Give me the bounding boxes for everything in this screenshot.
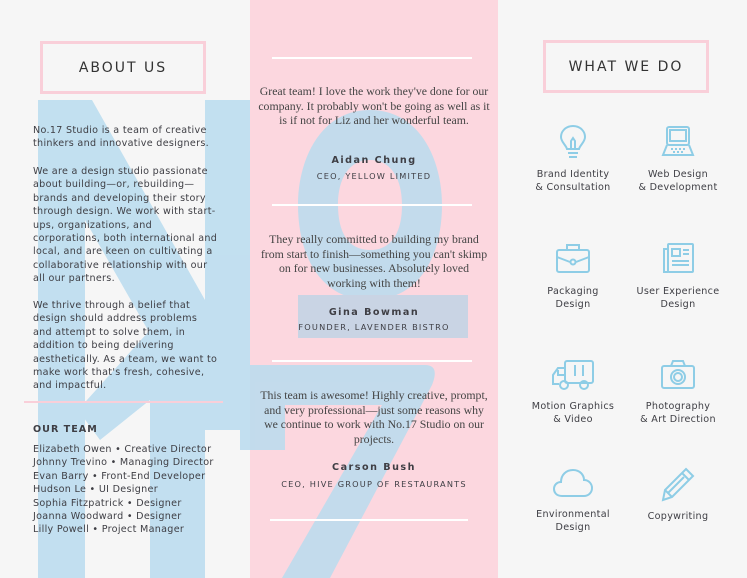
service-label: Design [555, 299, 591, 310]
service-label: & Consultation [535, 182, 611, 193]
service-label: Copywriting [647, 511, 709, 522]
testimonial-role: CEO, YELLOW LIMITED [316, 171, 432, 181]
digit-1-shape [78, 330, 205, 578]
about-paragraph-1: No.17 Studio is a team of creative think… [33, 125, 210, 150]
team-member: Hudson Le • UI Designer [33, 484, 158, 496]
pencil-icon [661, 467, 695, 502]
testimonial-role: CEO, HIVE GROUP OF RESTAURANTS [281, 479, 467, 489]
camera-icon [661, 360, 695, 389]
testimonial-name: Gina Bowman [328, 307, 420, 318]
service-label: Environmental [536, 509, 610, 520]
truck-icon [552, 360, 594, 390]
newspaper-icon [663, 243, 694, 273]
letter-n-shape [38, 100, 250, 578]
our-team-heading: OUR TEAM [33, 424, 98, 435]
about-paragraph-2: We are a design studio passionate about … [33, 166, 218, 285]
service-label: Web Design [647, 169, 709, 180]
testimonial-quote: Great team! I love the work they've done… [258, 84, 490, 127]
testimonial-quote: They really committed to building my bra… [260, 232, 488, 290]
divider [272, 360, 472, 362]
briefcase-icon [556, 244, 590, 273]
service-label: Motion Graphics [531, 401, 615, 412]
about-paragraph-3: We thrive through a belief that design s… [33, 300, 218, 392]
service-label: & Development [638, 182, 718, 193]
team-member: Joanna Woodward • Designer [33, 511, 182, 523]
digit-7-shape [238, 365, 435, 578]
service-copywriting: Copywriting [623, 466, 733, 523]
service-packaging: Packaging Design [518, 241, 628, 311]
testimonial-quote: This team is awesome! Highly creative, p… [260, 388, 488, 446]
team-member: Johnny Trevino • Managing Director [33, 457, 214, 469]
what-we-do-heading: WHAT WE DO [543, 40, 709, 93]
letter-o-shape [298, 110, 442, 300]
divider [270, 519, 468, 521]
service-brand-identity: Brand Identity & Consultation [518, 124, 628, 194]
service-label: User Experience [636, 286, 720, 297]
service-environmental: Environmental Design [518, 466, 628, 534]
laptop-icon [661, 126, 695, 156]
service-label: & Art Direction [640, 414, 716, 425]
service-photography: Photography & Art Direction [623, 358, 733, 426]
service-label: Brand Identity [536, 169, 610, 180]
divider [272, 57, 472, 59]
team-list: Elizabeth Owen • Creative Director Johnn… [33, 443, 233, 537]
team-member: Evan Barry • Front-End Developer [33, 470, 206, 482]
divider [24, 401, 223, 403]
team-member: Lilly Powell • Project Manager [33, 524, 185, 536]
team-member: Elizabeth Owen • Creative Director [33, 444, 212, 455]
service-label: Design [555, 522, 591, 533]
service-user-experience: User Experience Design [623, 241, 733, 311]
testimonial-name: Carson Bush [332, 462, 416, 473]
service-motion-graphics: Motion Graphics & Video [518, 358, 628, 426]
service-label: Packaging [547, 286, 599, 297]
divider [272, 204, 472, 206]
service-web-design: Web Design & Development [623, 124, 733, 194]
service-label: Photography [645, 401, 711, 412]
about-us-heading: ABOUT US [40, 41, 206, 94]
testimonial-role: FOUNDER, LAVENDER BISTRO [298, 322, 450, 332]
lightbulb-icon [559, 124, 587, 158]
cloud-icon [552, 468, 594, 497]
team-member: Sophia Fitzpatrick • Designer [33, 497, 182, 509]
service-label: Design [660, 299, 696, 310]
highlight-box [298, 295, 468, 338]
testimonial-name: Aidan Chung [331, 155, 417, 166]
service-label: & Video [553, 414, 593, 425]
